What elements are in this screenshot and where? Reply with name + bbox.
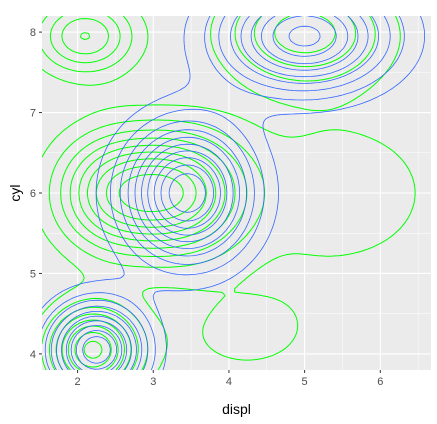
y-tick-label: 5 xyxy=(30,268,36,280)
x-axis: 2 3 4 5 6 xyxy=(75,370,383,388)
green-contour-level-7 xyxy=(74,158,207,368)
blue-contour-level-10 xyxy=(82,173,206,364)
blue-contour-level-5 xyxy=(56,16,369,370)
major-gridlines xyxy=(42,16,431,370)
blue-contour-level-6 xyxy=(61,16,359,370)
blue-contour-level-3 xyxy=(44,16,391,370)
blue-contour-level-1 xyxy=(42,16,425,370)
green-contour-level-5 xyxy=(61,32,226,370)
x-tick-label: 2 xyxy=(75,376,81,388)
y-tick-label: 6 xyxy=(30,188,36,200)
x-tick-label: 4 xyxy=(226,376,232,388)
x-tick-label: 5 xyxy=(302,376,308,388)
green-contour-level-6 xyxy=(67,151,217,370)
green-contour-level-2 xyxy=(42,16,376,370)
blue-contour-level-8 xyxy=(70,16,337,370)
y-tick-label: 8 xyxy=(30,27,36,39)
blue-density-contours xyxy=(42,16,425,370)
y-axis: 4 5 6 7 8 xyxy=(30,27,42,361)
x-tick-label: 6 xyxy=(377,376,383,388)
y-tick-label: 7 xyxy=(30,108,36,120)
x-tick-label: 3 xyxy=(150,376,156,388)
blue-contour-level-7 xyxy=(65,16,349,370)
blue-contour-level-2 xyxy=(42,16,405,370)
y-tick-label: 4 xyxy=(30,349,36,361)
blue-contour-level-4 xyxy=(50,16,379,370)
y-axis-title: cyl xyxy=(7,184,23,201)
green-contour-level-1 xyxy=(42,16,416,370)
green-contour-level-3 xyxy=(49,16,357,370)
blue-contour-level-9 xyxy=(76,25,321,370)
x-axis-title: displ xyxy=(222,401,251,417)
